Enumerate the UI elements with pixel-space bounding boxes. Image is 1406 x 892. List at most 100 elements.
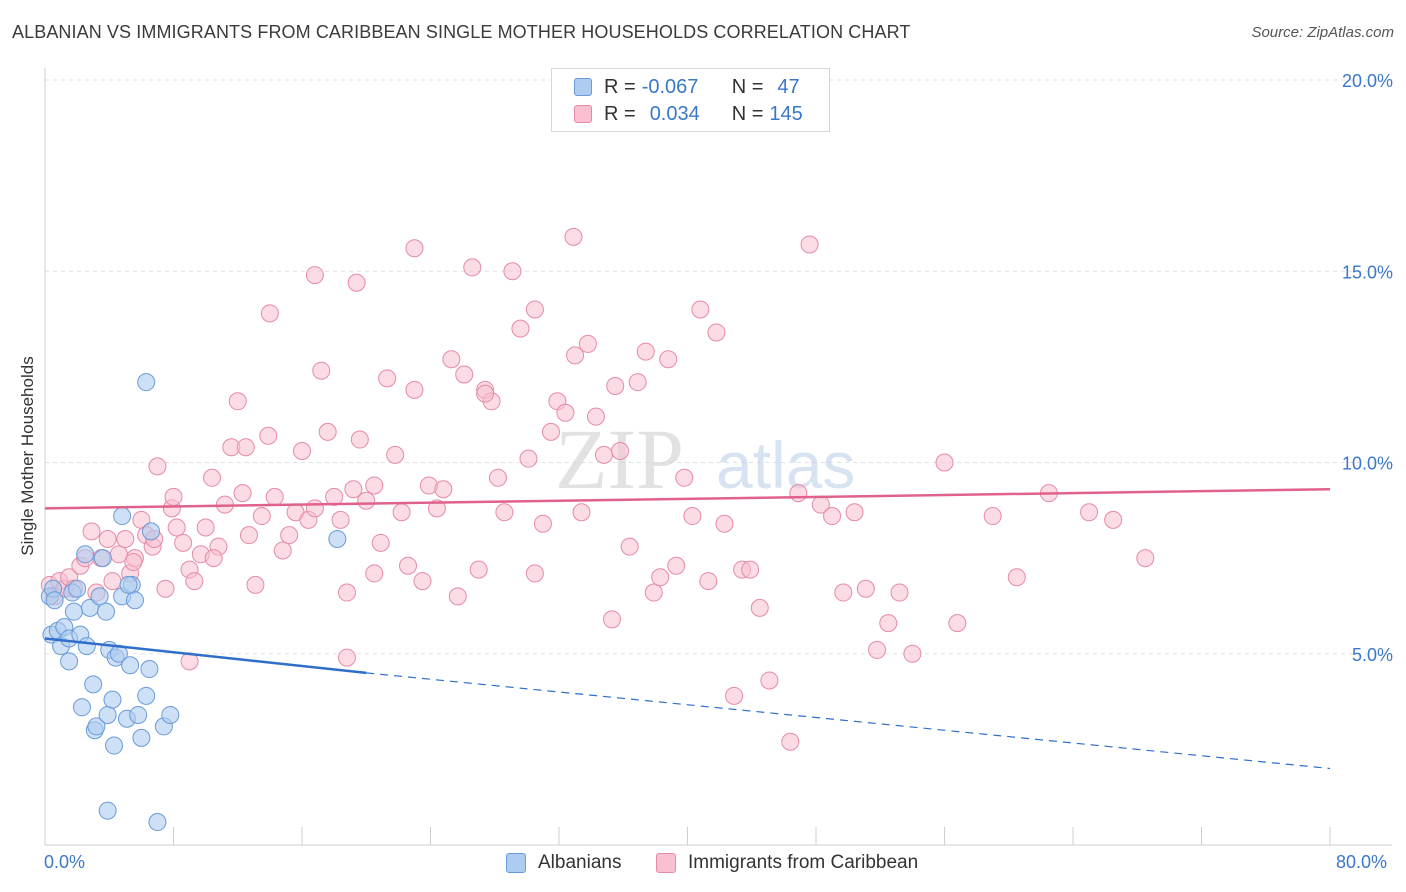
caribbean-point bbox=[350, 430, 369, 449]
caribbean-point bbox=[448, 587, 467, 606]
albanian-point bbox=[97, 602, 116, 621]
caribbean-point bbox=[495, 503, 514, 522]
caribbean-point bbox=[533, 514, 552, 533]
correlation-legend: R = -0.067 N = 47 R = 0.034 N = 145 bbox=[551, 68, 830, 132]
caribbean-point bbox=[413, 572, 432, 591]
caribbean-point bbox=[741, 560, 760, 579]
caribbean-point bbox=[800, 235, 819, 254]
caribbean-point bbox=[651, 568, 670, 587]
albanian-point bbox=[129, 705, 148, 724]
y-tick-label: 10.0% bbox=[1342, 454, 1393, 474]
caribbean-point bbox=[378, 369, 397, 388]
caribbean-trend-line bbox=[44, 488, 1331, 510]
albanian-point bbox=[137, 373, 156, 392]
caribbean-point bbox=[434, 480, 453, 499]
x-tick-min: 0.0% bbox=[44, 852, 86, 872]
caribbean-point bbox=[196, 518, 215, 537]
albanian-point bbox=[161, 705, 180, 724]
albanian-point bbox=[72, 698, 91, 717]
albanian-point bbox=[140, 660, 159, 679]
caribbean-point bbox=[203, 468, 222, 487]
caribbean-point bbox=[246, 575, 265, 594]
watermark-atlas: atlas bbox=[716, 428, 855, 502]
caribbean-point bbox=[204, 549, 223, 568]
axes bbox=[44, 68, 1392, 846]
bottom-swatch-albanians bbox=[506, 853, 526, 873]
albanian-point bbox=[113, 507, 132, 526]
caribbean-point bbox=[469, 560, 488, 579]
caribbean-point bbox=[488, 468, 507, 487]
albanian-point bbox=[103, 690, 122, 709]
legend-n-value: 145 bbox=[769, 102, 803, 125]
caribbean-point bbox=[260, 304, 279, 323]
legend-r-value: 0.034 bbox=[649, 102, 700, 125]
caribbean-point bbox=[337, 583, 356, 602]
caribbean-point bbox=[344, 480, 363, 499]
bottom-legend-albanians-label: Albanians bbox=[538, 852, 622, 873]
caribbean-point bbox=[868, 640, 887, 659]
caribbean-point bbox=[659, 350, 678, 369]
caribbean-point bbox=[305, 266, 324, 285]
caribbean-point bbox=[691, 300, 710, 319]
legend-n-value: 47 bbox=[777, 75, 800, 98]
albanian-trend-extension bbox=[366, 672, 1331, 770]
caribbean-point bbox=[699, 572, 718, 591]
albanian-point bbox=[60, 652, 79, 671]
albanian-point bbox=[121, 656, 140, 675]
caribbean-point bbox=[116, 530, 135, 548]
caribbean-point bbox=[98, 530, 117, 548]
caribbean-point bbox=[347, 273, 366, 292]
albanian-trend-line bbox=[44, 637, 367, 675]
caribbean-point bbox=[611, 442, 630, 461]
caribbean-point bbox=[983, 507, 1002, 526]
caribbean-point bbox=[103, 572, 122, 591]
albanian-points bbox=[40, 373, 347, 832]
albanian-point bbox=[45, 591, 64, 610]
caribbean-point bbox=[174, 533, 193, 552]
caribbean-point bbox=[1007, 568, 1026, 587]
legend-row-albanians: R = -0.067 N = 47 bbox=[574, 74, 800, 100]
caribbean-point bbox=[293, 442, 311, 461]
caribbean-point bbox=[715, 514, 734, 533]
caribbean-point bbox=[644, 583, 663, 602]
caribbean-point bbox=[707, 323, 726, 342]
caribbean-point bbox=[331, 510, 350, 529]
legend-r-label: R = bbox=[604, 75, 636, 98]
caribbean-point bbox=[392, 503, 411, 522]
legend-row-caribbean: R = 0.034 N = 145 bbox=[574, 101, 803, 127]
caribbean-point bbox=[239, 526, 258, 545]
x-tick-max: 80.0% bbox=[1336, 852, 1388, 872]
albanian-point bbox=[98, 801, 117, 820]
caribbean-point bbox=[725, 686, 744, 705]
caribbean-point bbox=[789, 484, 808, 503]
albanian-point bbox=[125, 591, 144, 610]
caribbean-point bbox=[305, 499, 324, 518]
caribbean-point bbox=[511, 319, 530, 338]
albanian-point bbox=[90, 587, 109, 606]
caribbean-point bbox=[525, 564, 544, 583]
albanian-point bbox=[77, 637, 96, 656]
y-tick-label: 15.0% bbox=[1342, 262, 1393, 282]
caribbean-point bbox=[834, 583, 853, 602]
caribbean-point bbox=[405, 239, 424, 258]
caribbean-point bbox=[82, 522, 101, 541]
caribbean-point bbox=[236, 438, 255, 457]
caribbean-point bbox=[879, 614, 898, 633]
caribbean-point bbox=[442, 350, 461, 369]
caribbean-point bbox=[365, 476, 384, 495]
legend-n-label: N = bbox=[731, 75, 764, 98]
source-label: Source: ZipAtlas.com bbox=[1251, 24, 1394, 41]
caribbean-point bbox=[856, 579, 875, 598]
caribbean-point bbox=[148, 457, 167, 476]
caribbean-point bbox=[525, 300, 544, 319]
albanian-point bbox=[142, 522, 161, 541]
y-tick-label: 5.0% bbox=[1352, 645, 1393, 665]
caribbean-point bbox=[228, 392, 247, 411]
caribbean-point bbox=[185, 572, 204, 591]
caribbean-point bbox=[667, 556, 686, 575]
caribbean-point bbox=[386, 445, 405, 464]
caribbean-point bbox=[541, 422, 560, 441]
caribbean-point bbox=[357, 491, 376, 510]
caribbean-point bbox=[365, 564, 384, 583]
